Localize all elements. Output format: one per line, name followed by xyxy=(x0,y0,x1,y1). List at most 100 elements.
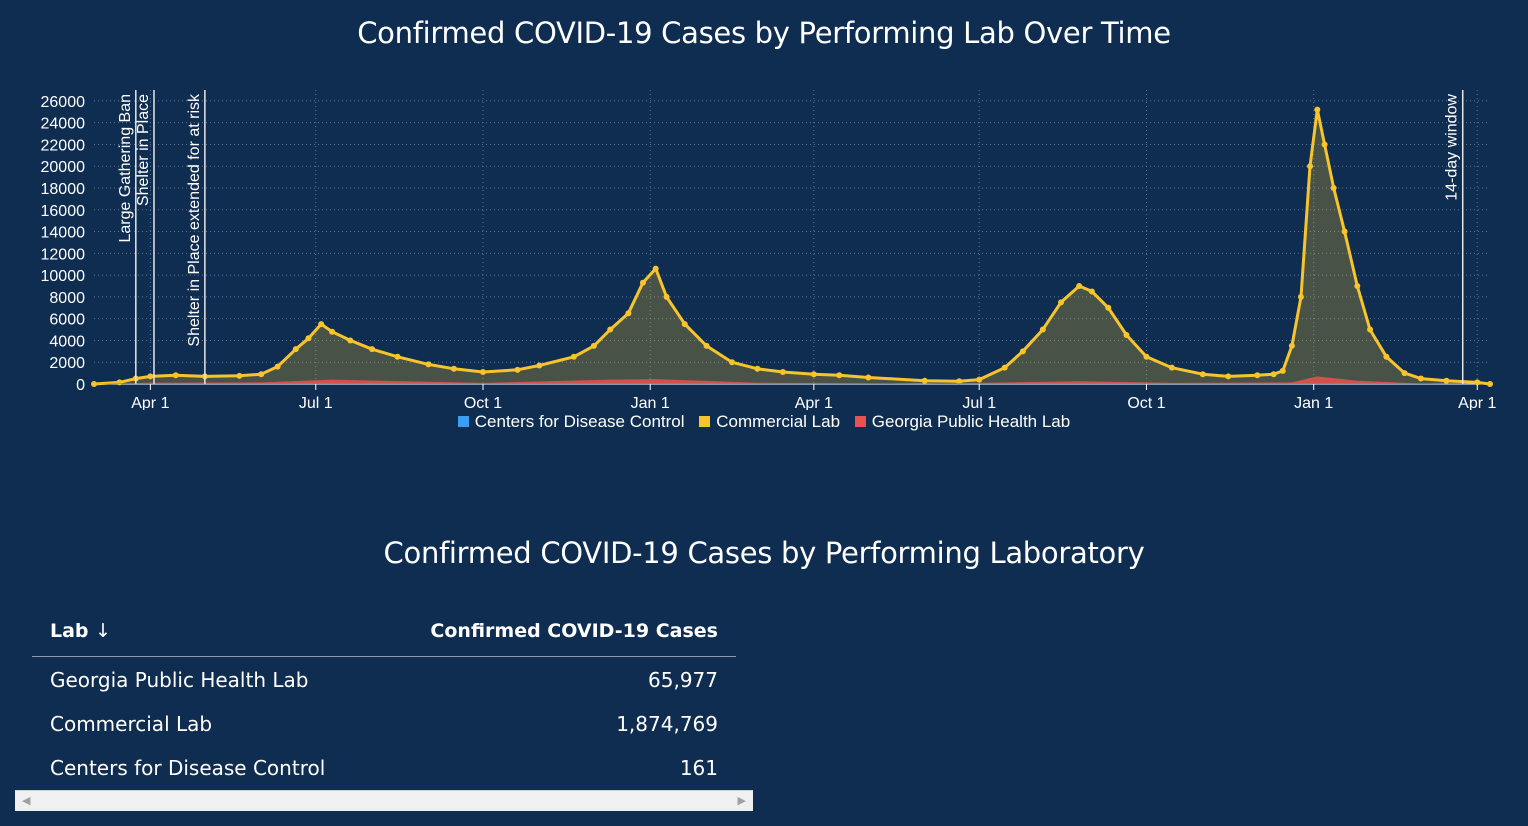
data-point-commercial-lab xyxy=(590,342,597,349)
lab-cases-table: Lab ↓ Confirmed COVID-19 Cases Georgia P… xyxy=(15,604,753,811)
data-point-commercial-lab xyxy=(865,374,872,381)
data-point-commercial-lab xyxy=(1019,348,1026,355)
legend-item-gphl[interactable]: Georgia Public Health Lab xyxy=(854,412,1071,432)
data-point-commercial-lab xyxy=(1297,293,1304,300)
cases-over-time-chart[interactable]: 0 2000 4000 6000 8000 10000 12000 14000 16000 180… xyxy=(0,80,1528,410)
data-point-commercial-lab xyxy=(1417,375,1424,382)
data-point-commercial-lab xyxy=(729,359,736,366)
data-point-commercial-lab xyxy=(329,328,336,335)
data-point-commercial-lab xyxy=(292,346,299,353)
y-tick-label: 16000 xyxy=(41,203,86,220)
y-tick-label: 26000 xyxy=(41,94,86,111)
data-point-commercial-lab xyxy=(1330,185,1337,191)
data-point-commercial-lab xyxy=(921,377,928,384)
data-point-commercial-lab xyxy=(1123,332,1130,338)
y-tick-label: 24000 xyxy=(41,116,86,133)
data-point-commercial-lab xyxy=(258,371,265,378)
table-title: Confirmed COVID-19 Cases by Performing L… xyxy=(383,536,1145,570)
event-label: Shelter in Place xyxy=(135,94,152,206)
data-point-commercial-lab xyxy=(836,372,843,379)
data-point-commercial-lab xyxy=(147,373,154,380)
cell-cases: 1,874,769 xyxy=(616,712,718,736)
table-row: Commercial Lab 1,874,769 xyxy=(32,702,736,746)
x-tick-label: Apr 1 xyxy=(131,395,169,410)
data-point-commercial-lab xyxy=(1354,283,1361,289)
data-point-commercial-lab xyxy=(1383,353,1390,360)
data-point-commercial-lab xyxy=(663,293,670,300)
sort-descending-icon: ↓ xyxy=(95,620,112,642)
x-tick-label: Jul 1 xyxy=(962,395,996,410)
x-tick-label: Apr 1 xyxy=(795,395,833,410)
data-point-commercial-lab xyxy=(394,353,401,360)
y-tick-label: 2000 xyxy=(49,355,85,372)
y-tick-label: 0 xyxy=(76,377,85,394)
data-point-commercial-lab xyxy=(681,321,688,328)
cell-lab: Georgia Public Health Lab xyxy=(50,668,309,692)
data-point-commercial-lab xyxy=(1225,373,1232,380)
data-point-commercial-lab xyxy=(810,371,817,378)
data-point-commercial-lab xyxy=(570,353,577,360)
cell-cases: 65,977 xyxy=(648,668,718,692)
x-tick-label: Oct 1 xyxy=(1127,395,1165,410)
legend-swatch-cdc xyxy=(457,416,469,427)
y-tick-label: 22000 xyxy=(41,137,86,154)
data-point-commercial-lab xyxy=(1168,364,1175,371)
data-point-commercial-lab xyxy=(607,326,614,333)
legend-item-cdc[interactable]: Centers for Disease Control xyxy=(457,412,685,432)
column-header-lab-label: Lab xyxy=(50,620,89,642)
y-tick-label: 18000 xyxy=(41,181,86,198)
data-point-commercial-lab xyxy=(703,342,710,349)
data-point-commercial-lab xyxy=(1307,163,1314,170)
chart-legend: Centers for Disease Control Commercial L… xyxy=(0,412,1528,432)
data-point-commercial-lab xyxy=(305,335,312,342)
series-area-commercial-lab xyxy=(94,109,1490,384)
x-tick-label: Jan 1 xyxy=(1294,395,1333,410)
horizontal-scrollbar[interactable]: ◀ ▶ xyxy=(15,790,753,811)
data-point-commercial-lab xyxy=(976,376,983,383)
legend-item-commercial[interactable]: Commercial Lab xyxy=(699,412,840,432)
data-point-commercial-lab xyxy=(369,346,376,353)
column-header-lab[interactable]: Lab ↓ xyxy=(50,620,111,642)
legend-swatch-gphl xyxy=(854,416,866,427)
legend-label-gphl: Georgia Public Health Lab xyxy=(871,412,1071,431)
data-point-commercial-lab xyxy=(236,372,243,379)
y-tick-label: 12000 xyxy=(41,246,86,263)
data-point-commercial-lab xyxy=(1314,106,1321,113)
data-point-commercial-lab xyxy=(116,379,123,386)
x-tick-label: Jan 1 xyxy=(631,395,670,410)
data-point-commercial-lab xyxy=(1288,342,1295,349)
data-point-commercial-lab xyxy=(956,378,963,385)
series-line-commercial-lab xyxy=(93,108,1491,386)
data-point-commercial-lab xyxy=(1058,299,1065,306)
data-point-commercial-lab xyxy=(274,363,281,370)
x-tick-label: Apr 1 xyxy=(1458,395,1496,410)
y-tick-label: 20000 xyxy=(41,159,86,176)
y-tick-label: 10000 xyxy=(41,268,86,285)
event-label: 14-day window xyxy=(1444,94,1461,201)
data-point-commercial-lab xyxy=(1076,283,1083,289)
data-point-commercial-lab xyxy=(172,372,179,379)
data-point-commercial-lab xyxy=(1143,353,1150,360)
data-point-commercial-lab xyxy=(1443,377,1450,384)
column-header-cases[interactable]: Confirmed COVID-19 Cases xyxy=(430,620,718,642)
table-row: Centers for Disease Control 161 xyxy=(32,746,736,790)
x-tick-label: Oct 1 xyxy=(464,395,502,410)
data-point-commercial-lab xyxy=(1367,326,1374,333)
data-point-commercial-lab xyxy=(1039,326,1046,333)
data-point-commercial-lab xyxy=(1279,367,1286,374)
event-label: Large Gathering Ban xyxy=(117,94,134,243)
scroll-right-arrow-icon[interactable]: ▶ xyxy=(737,794,746,807)
legend-label-commercial: Commercial Lab xyxy=(716,412,841,431)
scroll-left-arrow-icon[interactable]: ◀ xyxy=(22,794,31,807)
data-point-commercial-lab xyxy=(479,369,486,376)
data-point-commercial-lab xyxy=(514,366,521,373)
y-tick-label: 6000 xyxy=(49,312,85,329)
y-tick-label: 14000 xyxy=(41,225,86,242)
x-tick-label: Jul 1 xyxy=(299,395,333,410)
data-point-commercial-lab xyxy=(536,362,543,369)
data-point-commercial-lab xyxy=(318,321,325,328)
legend-label-cdc: Centers for Disease Control xyxy=(474,412,685,431)
data-point-commercial-lab xyxy=(1254,372,1261,379)
data-point-commercial-lab xyxy=(1474,379,1481,386)
data-point-commercial-lab xyxy=(450,365,457,372)
